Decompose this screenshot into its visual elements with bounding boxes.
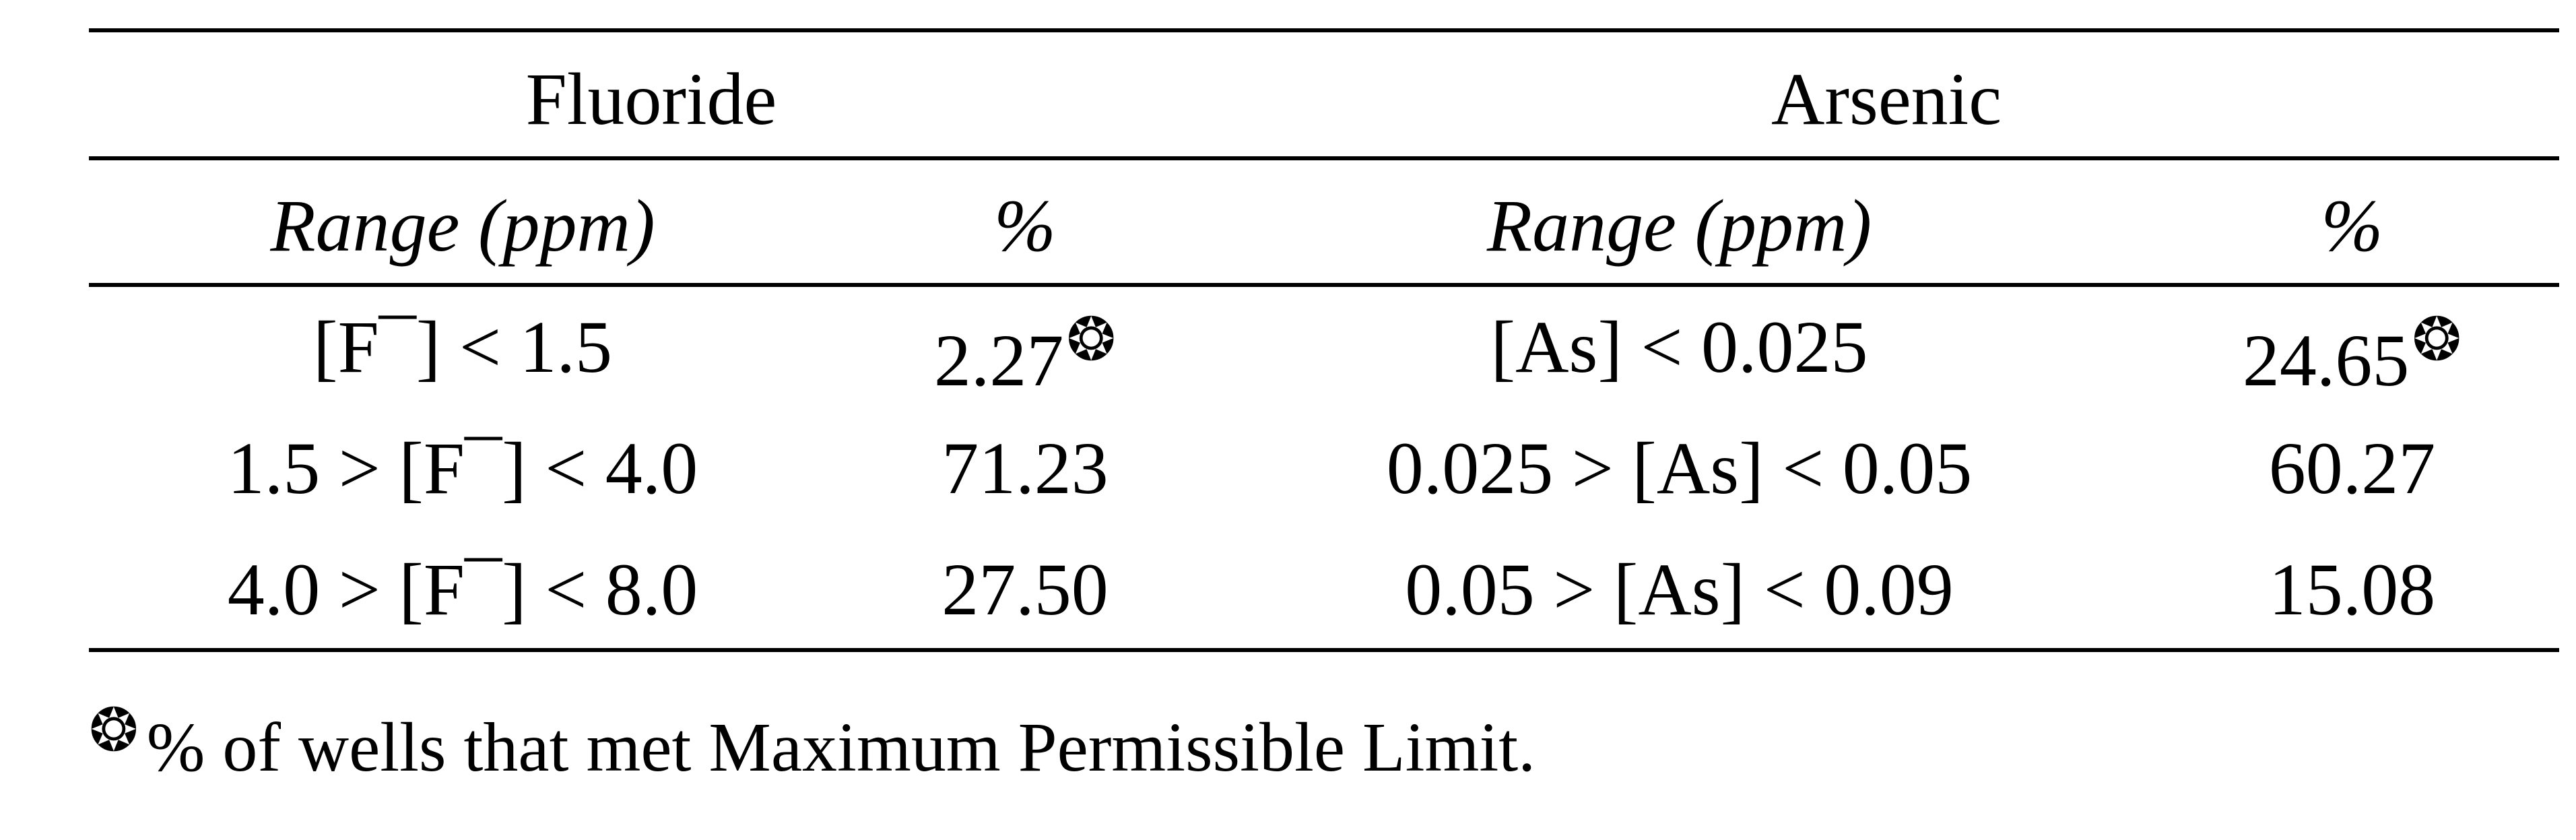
table-cell-arsenic-percent: 15.08 <box>2268 548 2436 631</box>
column-header-arsenic-range: Range (ppm) <box>1486 185 1872 267</box>
table-bottom-rule <box>89 648 2559 652</box>
table-cell-fluoride-percent: 2.27❂ <box>836 304 1214 398</box>
table-cell-fluoride-range: [F¯] < 1.5 <box>313 306 612 388</box>
limit-mark-icon: ❂ <box>89 695 139 765</box>
table-cell-arsenic-range: 0.025 > [As] < 0.05 <box>1386 427 1973 509</box>
column-header-arsenic-percent: % <box>2321 185 2383 267</box>
table-cell-fluoride-percent: 71.23 <box>942 427 1109 509</box>
table-footnote: ❂% of wells that met Maximum Permissible… <box>89 701 1535 783</box>
table-cell-fluoride-percent: 27.50 <box>942 548 1109 631</box>
column-header-fluoride-percent: % <box>994 185 1056 267</box>
table-cell-arsenic-percent: 60.27 <box>2268 427 2436 509</box>
limit-mark-icon: ❂ <box>2412 304 2462 374</box>
fluoride-percent-value: 2.27 <box>933 319 1064 401</box>
footnote-text: % of wells that met Maximum Permissible … <box>146 709 1536 786</box>
table-cell-arsenic-range: [As] < 0.025 <box>1490 306 1868 388</box>
group-header-arsenic: Arsenic <box>1771 58 2002 140</box>
table-cell-arsenic-range: 0.05 > [As] < 0.09 <box>1405 548 1954 631</box>
group-header-fluoride: Fluoride <box>525 58 777 140</box>
column-header-fluoride-range: Range (ppm) <box>270 185 655 267</box>
table-cell-arsenic-percent: 24.65❂ <box>2145 304 2559 398</box>
limit-mark-icon: ❂ <box>1066 304 1117 374</box>
table-cell-fluoride-range: 1.5 > [F¯] < 4.0 <box>227 427 698 509</box>
column-header-rule <box>89 283 2559 287</box>
table-top-rule <box>89 28 2559 32</box>
table-cell-fluoride-range: 4.0 > [F¯] < 8.0 <box>227 548 698 631</box>
group-header-rule <box>89 156 2559 160</box>
arsenic-percent-value: 24.65 <box>2242 319 2410 401</box>
